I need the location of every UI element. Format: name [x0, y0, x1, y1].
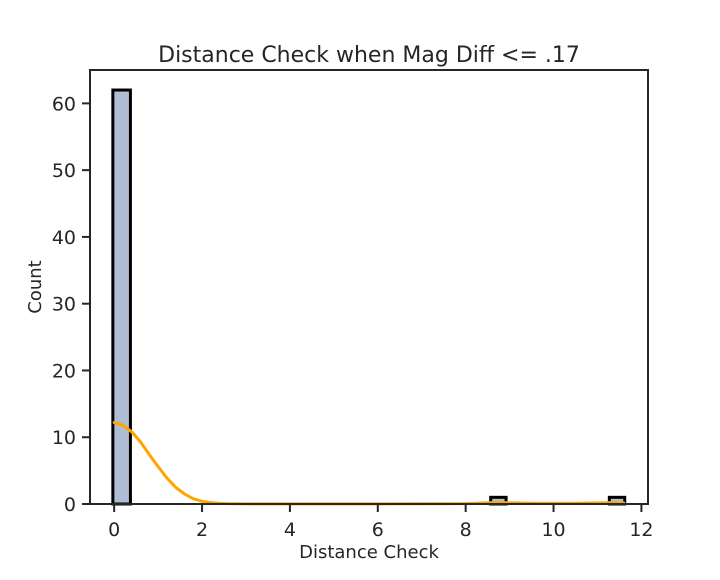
x-tick-label-6: 12: [629, 519, 653, 541]
x-tick-label-2: 4: [284, 519, 296, 541]
x-tick-label-5: 10: [541, 519, 565, 541]
y-tick-label-4: 40: [52, 227, 76, 249]
chart-title: Distance Check when Mag Diff <= .17: [158, 43, 580, 68]
y-tick-label-6: 60: [52, 93, 76, 115]
plot-frame: [89, 69, 649, 505]
y-tick-label-0: 0: [64, 494, 76, 516]
y-axis-label: Count: [25, 260, 46, 313]
y-tick-label-2: 20: [52, 360, 76, 382]
kde-curve: [112, 421, 626, 506]
x-tick-label-0: 0: [108, 519, 120, 541]
y-tick-label-1: 10: [52, 427, 76, 449]
kde-layer: [112, 421, 626, 506]
y-tick-label-3: 30: [52, 294, 76, 316]
x-tick-label-4: 8: [460, 519, 472, 541]
bars-layer: [111, 88, 627, 506]
histogram-bar-0: [111, 88, 132, 506]
x-tick-label-3: 6: [372, 519, 384, 541]
x-tick-label-1: 2: [196, 519, 208, 541]
ticks-layer: 0 2 4 6 8 10 12 0 10 20 30 40 50 60: [52, 93, 654, 541]
x-axis-label: Distance Check: [299, 542, 439, 563]
y-tick-label-5: 50: [52, 160, 76, 182]
